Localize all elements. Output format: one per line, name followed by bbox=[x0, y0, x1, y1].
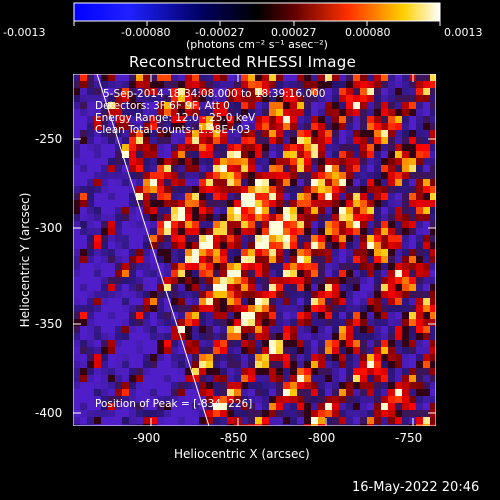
y-tick-label: -400 bbox=[35, 406, 63, 420]
colorbar-tick-1: -0.0013 bbox=[3, 26, 46, 39]
y-tick-label: -300 bbox=[35, 221, 63, 235]
y-tick-label: -250 bbox=[35, 132, 63, 146]
overlay-detectors: Detectors: 3F 6F 9F, Att 0 bbox=[95, 100, 230, 112]
colorbar-tick-5: 0.00080 bbox=[345, 26, 391, 39]
x-axis-title: Heliocentric X (arcsec) bbox=[174, 447, 310, 461]
overlay-clean-counts: Clean Total counts: 1.98E+03 bbox=[95, 124, 251, 136]
x-tick-label: -750 bbox=[395, 431, 423, 445]
colorbar-tick-4: 0.00027 bbox=[271, 26, 317, 39]
solar-limb-line bbox=[96, 74, 210, 426]
overlay-energy-range: Energy Range: 12.0 - 25.0 keV bbox=[95, 112, 256, 124]
overlay-time-range: 5-Sep-2014 18:34:08.000 to 18:39:16.000 bbox=[103, 88, 326, 100]
y-axis-ticks bbox=[73, 138, 436, 414]
y-tick-label: -350 bbox=[35, 317, 63, 331]
x-tick-label: -900 bbox=[133, 431, 161, 445]
overlay-peak-position: Position of Peak = [-834,-226] bbox=[95, 398, 253, 410]
footer-timestamp: 16-May-2022 20:46 bbox=[352, 480, 480, 495]
colorbar-tick-2: -0.00080 bbox=[121, 26, 171, 39]
rhessi-image bbox=[73, 74, 436, 426]
image-pixels bbox=[73, 74, 436, 426]
y-axis-title: Heliocentric Y (arcsec) bbox=[18, 192, 32, 328]
colorbar-units: (photons cm⁻² s⁻¹ asec⁻²) bbox=[186, 38, 328, 51]
colorbar bbox=[73, 2, 441, 26]
x-axis-ticks bbox=[150, 74, 414, 426]
colorbar-tick-3: -0.00027 bbox=[195, 26, 245, 39]
colorbar-tick-6: 0.0013 bbox=[444, 26, 483, 39]
x-tick-label: -800 bbox=[308, 431, 336, 445]
plot-title: Reconstructed RHESSI Image bbox=[129, 53, 357, 71]
x-tick-label: -850 bbox=[220, 431, 248, 445]
